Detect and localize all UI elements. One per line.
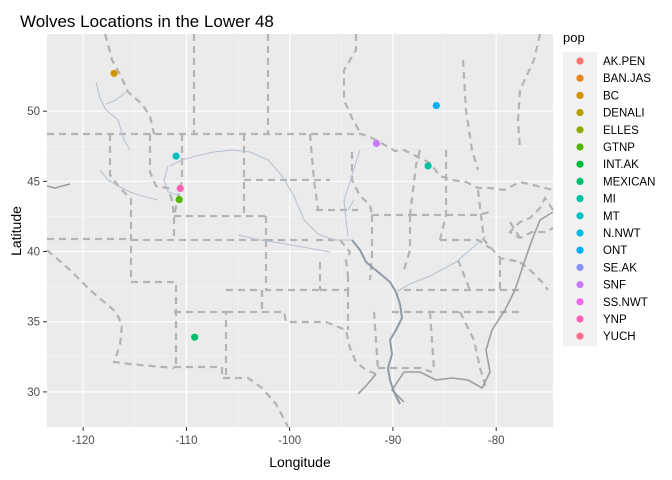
point-gtnp [175, 196, 183, 204]
point-mexican [191, 333, 199, 341]
legend-key-mt [576, 212, 584, 220]
x-tick-label: -100 [278, 435, 301, 447]
panel-background [47, 34, 553, 427]
basemap-borders [46, 33, 554, 428]
x-tick-label: -110 [175, 435, 197, 447]
legend-key-mexican [576, 177, 584, 185]
legend-label: BC [603, 90, 619, 102]
legend-label: MI [603, 194, 616, 206]
y-tick-label: 40 [27, 247, 40, 259]
legend-key-snf [576, 281, 584, 289]
point-ont [432, 101, 440, 110]
legend-label: MEXICAN [603, 176, 655, 188]
legend-label: ELLES [603, 125, 639, 137]
legend-label: INT.AK [603, 159, 639, 171]
x-axis-title: Longitude [269, 454, 331, 470]
legend-label: ONT [603, 245, 627, 257]
chart-title: Wolves Locations in the Lower 48 [20, 12, 274, 31]
legend-label: SE.AK [603, 262, 637, 274]
y-tick-label: 45 [27, 176, 40, 188]
y-tick-label: 35 [27, 317, 40, 329]
x-tick-label: -120 [72, 435, 95, 447]
legend-key-n-nwt [576, 229, 584, 237]
legend-key-ss-nwt [576, 298, 584, 306]
y-axis: 30 35 40 45 50 [27, 106, 47, 399]
legend-label: DENALI [603, 108, 645, 120]
plot-panel [46, 33, 554, 428]
x-tick-label: -80 [488, 435, 505, 447]
legend-key-int-ak [576, 160, 584, 168]
gridlines [47, 34, 553, 427]
legend-label: SNF [603, 280, 626, 292]
legend-label: SS.NWT [603, 297, 648, 309]
legend-key-mi [576, 195, 584, 203]
point-snf [372, 139, 381, 148]
legend-key-se-ak [576, 263, 584, 271]
legend-label: YUCH [603, 331, 636, 343]
legend-key-gtnp [576, 143, 584, 151]
point-mi [424, 162, 432, 170]
point-mt [172, 152, 180, 160]
x-tick-label: -90 [385, 435, 402, 447]
legend-key-ak-pen [576, 57, 584, 65]
legend-label: N.NWT [603, 228, 641, 240]
legend-label: GTNP [603, 142, 635, 154]
legend-key-ynp [576, 315, 584, 323]
data-points [110, 69, 440, 341]
y-tick-label: 50 [27, 106, 40, 118]
legend-key-elles [576, 126, 584, 134]
y-tick-label: 30 [27, 387, 40, 399]
legend-key-yuch [576, 332, 584, 340]
legend-label: MT [603, 211, 620, 223]
legend-key-bc [576, 91, 584, 99]
point-ynp [176, 184, 184, 192]
legend: pop AK.PEN BAN.JAS BC DENALI ELLES GTNP INT.AK… [563, 30, 655, 347]
y-axis-title: Latitude [8, 206, 24, 256]
legend-title: pop [563, 30, 585, 45]
legend-label: BAN.JAS [603, 73, 651, 85]
legend-key-ont [576, 246, 584, 254]
legend-key-denali [576, 109, 584, 117]
legend-key-ban-jas [576, 74, 584, 82]
legend-label: YNP [603, 314, 627, 326]
point-bc [110, 69, 118, 77]
legend-label: AK.PEN [603, 56, 645, 68]
x-axis: -120 -110 -100 -90 -80 [72, 427, 505, 447]
